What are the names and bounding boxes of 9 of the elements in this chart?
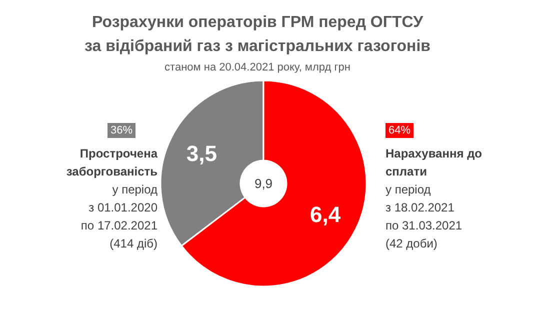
chart-title: Розрахунки операторів ГРМ перед ОГТСУ за відібраний газ з магістральних газогонів [84,14,431,55]
text: 9,9 [254,176,273,191]
text: у період з 18.02.2021 по 31.03.2021 (42 доби) [386,182,462,250]
data-label: 6,4 [310,202,342,228]
chart-subtitle: станом на 20.04.2021 року, млрд грн [164,62,350,74]
text: 64% [388,124,411,136]
data-label: 3,5 [186,140,217,166]
text: у період з 01.01.2020 по 17.02.2021 (414 діб) [80,182,158,250]
text: 36% [110,124,133,136]
